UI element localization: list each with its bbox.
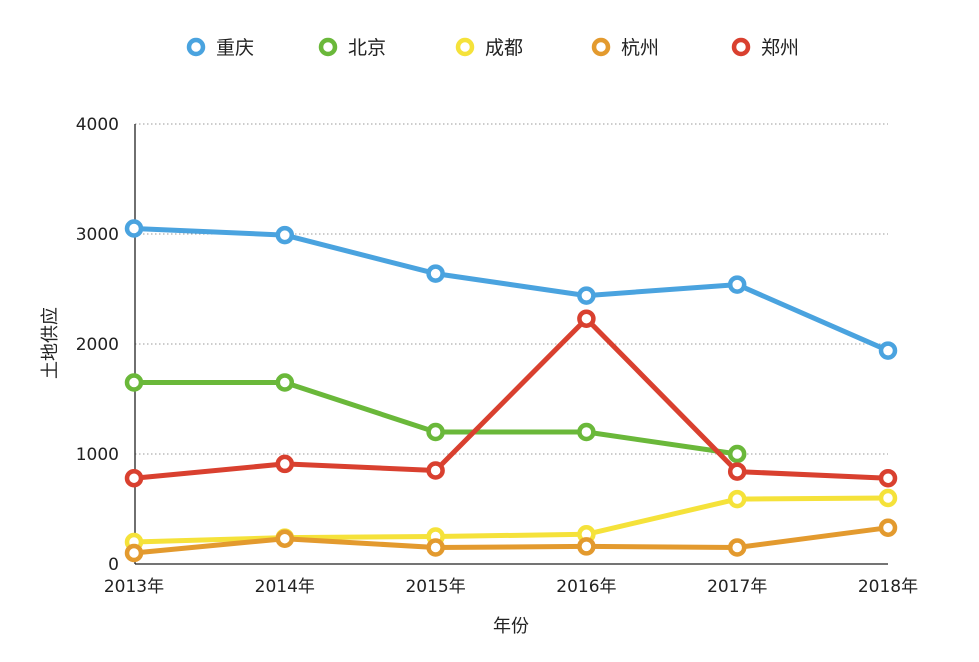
legend-label-4: 郑州 [761, 37, 799, 59]
legend-marker-4 [731, 37, 751, 57]
y-tick-label-2000: 2000 [76, 335, 119, 355]
data-point-3-5 [878, 518, 898, 537]
data-point-0-1 [275, 225, 295, 245]
series-line-0 [131, 226, 891, 354]
legend-label-3: 杭州 [621, 37, 659, 59]
data-point-1-1 [275, 373, 295, 392]
legend-item-1: 北京 [318, 37, 386, 59]
data-point-3-3 [577, 537, 596, 556]
series-1 [124, 373, 747, 464]
legend-marker-0 [186, 37, 206, 57]
data-point-0-0 [124, 219, 144, 238]
y-tick-label-1000: 1000 [76, 445, 119, 465]
y-axis-ticks: 0 1000 2000 3000 4000 [76, 115, 119, 575]
series-3 [124, 518, 898, 563]
y-axis-title: 土地供应 [40, 307, 61, 379]
x-tick-label-2014年: 2014年 [255, 577, 315, 597]
series-line-2 [131, 495, 891, 545]
y-tick-label-4000: 4000 [76, 115, 119, 135]
data-point-4-4 [727, 462, 747, 481]
x-tick-label-2013年: 2013年 [104, 577, 164, 597]
legend-item-4: 郑州 [731, 37, 799, 59]
legend-marker-2 [455, 37, 475, 57]
data-point-0-3 [577, 286, 596, 305]
legend-label-1: 北京 [348, 37, 386, 59]
y-tick-label-0: 0 [108, 555, 119, 575]
data-point-3-0 [124, 543, 144, 563]
x-tick-label-2017年: 2017年 [707, 577, 767, 597]
legend-item-0: 重庆 [186, 37, 254, 59]
data-point-4-3 [577, 309, 596, 328]
legend-marker-3 [591, 37, 611, 57]
data-point-3-1 [275, 529, 295, 548]
x-tick-label-2018年: 2018年 [858, 577, 918, 597]
series-0 [124, 219, 898, 360]
data-point-1-3 [577, 422, 596, 442]
data-point-2-4 [727, 489, 747, 509]
series-line-4 [131, 316, 891, 481]
y-tick-label-3000: 3000 [76, 225, 119, 245]
data-point-0-5 [878, 341, 898, 360]
data-point-4-2 [426, 461, 445, 480]
data-point-4-0 [124, 468, 144, 488]
legend-item-3: 杭州 [591, 37, 659, 59]
legend-label-2: 成都 [485, 37, 523, 59]
series-line-1 [131, 380, 740, 457]
legend-marker-1 [318, 37, 338, 57]
gridlines [135, 123, 888, 455]
x-axis-title: 年份 [493, 616, 529, 637]
series-4 [124, 309, 898, 488]
x-tick-label-2016年: 2016年 [556, 577, 616, 597]
data-point-4-1 [275, 454, 295, 474]
x-axis-ticks: 2013年 2014年 2015年 2016年 2017年 2018年 [104, 577, 918, 597]
legend-item-2: 成都 [455, 37, 523, 59]
data-point-3-2 [426, 538, 445, 557]
data-point-2-5 [878, 488, 898, 508]
data-point-1-2 [426, 422, 445, 442]
series-line-3 [131, 525, 891, 556]
data-series [124, 219, 898, 563]
data-point-4-5 [878, 468, 898, 488]
data-point-3-4 [727, 538, 747, 557]
axes [134, 124, 888, 565]
data-point-1-0 [124, 373, 144, 392]
data-point-0-4 [727, 275, 747, 294]
x-tick-label-2015年: 2015年 [405, 577, 465, 597]
legend-label-0: 重庆 [216, 37, 254, 59]
legend: 重庆 北京 成都 杭州 郑州 [186, 37, 799, 59]
data-point-0-2 [426, 264, 445, 283]
data-point-1-4 [727, 444, 747, 464]
